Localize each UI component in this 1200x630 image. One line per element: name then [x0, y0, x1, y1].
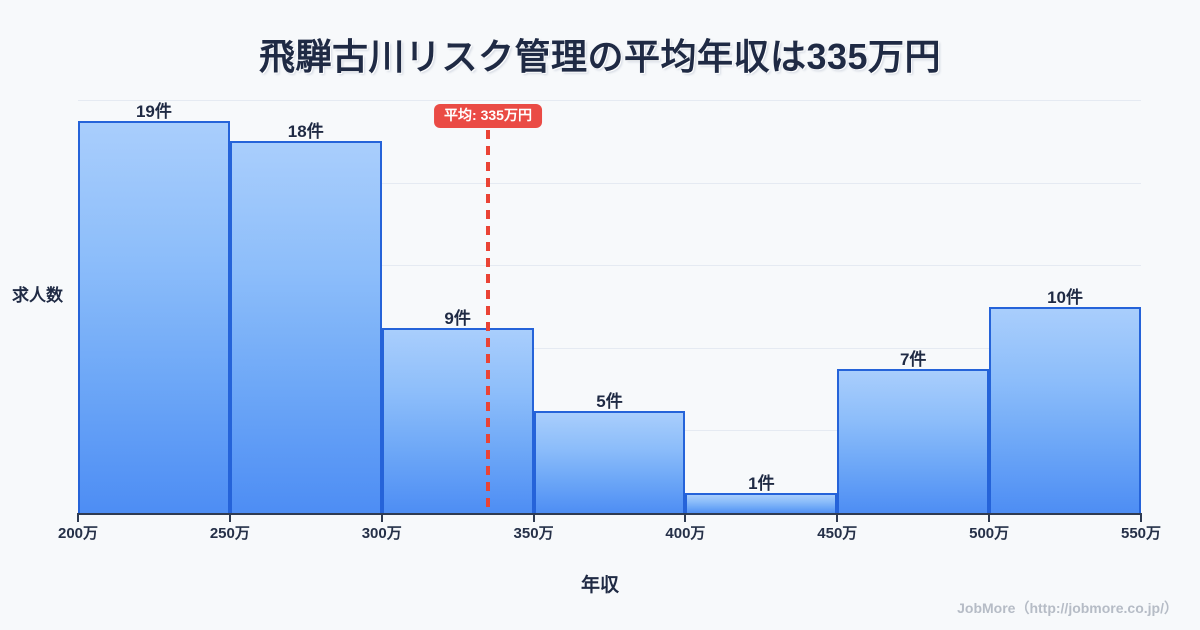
x-axis-title: 年収 — [580, 575, 619, 596]
bar[interactable] — [989, 307, 1141, 514]
y-axis-title: 求人数 — [12, 286, 63, 305]
x-axis-tick — [1140, 513, 1142, 522]
x-axis-tick — [77, 513, 79, 522]
average-badge: 平均: 335万円 — [434, 104, 542, 129]
x-axis-tick — [988, 513, 991, 522]
average-line — [486, 130, 490, 513]
x-axis-tick — [684, 513, 687, 522]
x-axis-tick-label: 500万 — [969, 525, 1010, 542]
x-axis-tick-label: 250万 — [209, 525, 250, 542]
bar-value-label: 9件 — [444, 308, 471, 328]
x-axis-tick-label: 350万 — [513, 525, 554, 542]
x-axis-tick — [532, 513, 535, 522]
x-axis-tick-label: 200万 — [57, 525, 99, 542]
bar-value-label: 19件 — [135, 101, 172, 121]
page-title: 飛騨古川リスク管理の平均年収は335万円 — [258, 36, 942, 77]
bar[interactable] — [78, 120, 230, 514]
x-axis-line — [78, 513, 1141, 515]
gridline — [78, 348, 1141, 349]
bar[interactable] — [533, 410, 686, 514]
x-axis-tick — [228, 513, 231, 522]
x-axis-tick-label: 400万 — [665, 525, 706, 542]
bar-value-label: 18件 — [287, 122, 324, 142]
gridline — [78, 100, 1141, 101]
bar[interactable] — [229, 141, 382, 514]
bar[interactable] — [685, 493, 838, 514]
x-axis-tick-label: 450万 — [817, 525, 858, 542]
bar[interactable] — [837, 369, 990, 514]
gridline — [78, 265, 1141, 266]
x-axis-tick — [836, 513, 839, 522]
footer-watermark: JobMore（http://jobmore.co.jp/） — [957, 600, 1178, 616]
bar-value-label: 1件 — [748, 474, 775, 494]
plot-area — [78, 100, 1141, 514]
bar-value-label: 5件 — [596, 391, 623, 411]
gridline — [78, 183, 1141, 184]
bar[interactable] — [381, 327, 534, 514]
bar-value-label: 10件 — [1047, 288, 1084, 307]
x-axis-tick-label: 300万 — [361, 525, 402, 542]
x-axis-tick-label: 550万 — [1120, 525, 1162, 542]
x-axis-tick — [380, 513, 383, 522]
bar-value-label: 7件 — [899, 350, 927, 370]
